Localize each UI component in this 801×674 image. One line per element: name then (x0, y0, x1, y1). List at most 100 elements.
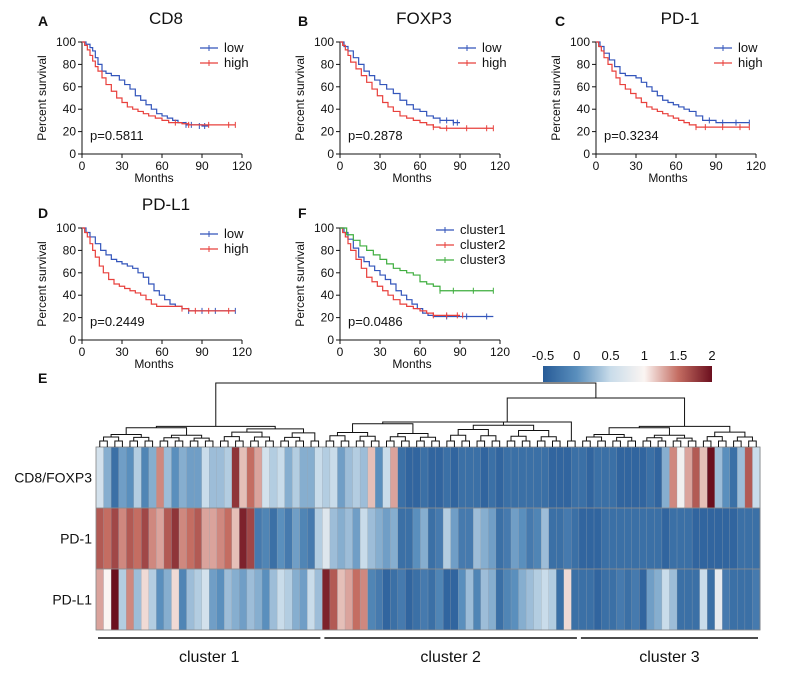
heatmap-cell (450, 568, 459, 631)
heatmap-row-label: PD-1 (60, 531, 92, 547)
dendrogram-link (389, 436, 406, 441)
y-tick-label: 0 (69, 333, 76, 347)
heatmap-cell (156, 507, 165, 570)
heatmap-cell (292, 507, 301, 570)
heatmap-cell (616, 446, 625, 509)
dendrogram-link (593, 433, 625, 438)
heatmap-cell (722, 507, 731, 570)
heatmap-cell (133, 446, 142, 509)
heatmap-cell (676, 568, 686, 631)
heatmap-cell (269, 446, 278, 509)
heatmap-cell (465, 507, 474, 570)
heatmap-cell (397, 568, 406, 631)
p-value-a: p=0.5811 (90, 128, 144, 143)
heatmap-cell (344, 568, 354, 631)
heatmap-cell (201, 507, 210, 570)
heatmap-cell (382, 507, 391, 570)
legend-label-high: high (224, 55, 249, 70)
heatmap-cell (699, 446, 708, 509)
heatmap-cell (284, 568, 293, 631)
heatmap-cell (412, 507, 422, 570)
heatmap-cell (722, 568, 731, 631)
x-tick-label: 0 (79, 159, 86, 173)
y-tick-label: 100 (314, 221, 334, 235)
survival-curve-d-low (82, 227, 236, 312)
km-plot-a: CD8 0 20 40 60 80 100 0 30 60 90 120 Months Percent s… (35, 9, 252, 185)
dendrogram-link (582, 440, 591, 447)
heatmap-cell (465, 568, 474, 631)
heatmap-cell (676, 446, 686, 509)
heatmap-cell (405, 446, 414, 509)
dendrogram-link (612, 440, 621, 447)
x-tick-label: 120 (232, 159, 252, 173)
heatmap-cell (216, 446, 225, 509)
cluster-label: cluster 2 (420, 649, 481, 666)
heatmap-cell (239, 446, 248, 509)
heatmap-cell (261, 568, 271, 631)
heatmap-cell (292, 568, 301, 631)
heatmap-cell (261, 446, 271, 509)
heatmap-cell (525, 507, 535, 570)
heatmap-cell (744, 568, 754, 631)
dendrogram-link (616, 436, 633, 441)
x-tick-label: 0 (593, 159, 600, 173)
heatmap-cell (691, 568, 701, 631)
dendrogram-link (521, 440, 531, 447)
heatmap-cell (676, 507, 686, 570)
km-plot-b: FOXP3 0 20 40 60 80 100 0 30 60 90 120 Months Percent… (293, 9, 510, 185)
legend-label-high: high (482, 55, 507, 70)
y-tick-label: 40 (321, 102, 335, 116)
y-axis-label-f: Percent survival (293, 241, 307, 326)
heatmap-cell (329, 446, 339, 509)
heatmap-cell (684, 446, 693, 509)
dendrogram-link (265, 440, 274, 447)
dendrogram-link (567, 440, 576, 447)
heatmap-cell (269, 568, 278, 631)
plot-title-a: CD8 (149, 9, 183, 28)
heatmap-cell (556, 507, 565, 570)
heatmap-cell (510, 507, 520, 570)
heatmap-cell (329, 507, 339, 570)
x-axis-label-d: Months (134, 357, 173, 371)
heatmap-cell (307, 568, 316, 631)
heatmap-cell (337, 446, 346, 509)
heatmap-cell (390, 568, 399, 631)
survival-curve-d-high (82, 227, 236, 312)
x-tick-label: 60 (413, 345, 427, 359)
colorbar-tick-label: -0.5 (532, 348, 554, 363)
heatmap-cell (110, 568, 120, 631)
y-axis-label-b: Percent survival (293, 55, 307, 140)
dendrogram-link (416, 440, 425, 447)
colorbar-tick-label: 0.5 (602, 348, 620, 363)
heatmap-cell (533, 568, 542, 631)
heatmap-cell (201, 446, 210, 509)
heatmap-cell (458, 507, 467, 570)
dendrogram-link (608, 427, 670, 436)
heatmap-cell (156, 568, 165, 631)
heatmap-cell (193, 446, 203, 509)
dendrogram-link (506, 440, 516, 447)
dendrogram-link (443, 421, 572, 441)
heatmap-cell (669, 446, 678, 509)
dendrogram-link (144, 440, 154, 447)
heatmap-cell (397, 507, 406, 570)
colorbar (543, 366, 712, 382)
colorbar-tick-label: 1.5 (669, 348, 687, 363)
heatmap-cell (171, 568, 180, 631)
heatmap-cell (224, 507, 233, 570)
heatmap-cell (608, 507, 618, 570)
heatmap-cell (480, 446, 489, 509)
heatmap-cell (344, 507, 354, 570)
heatmap-cell (729, 568, 738, 631)
heatmap-cell (133, 507, 142, 570)
heatmap-cell (541, 507, 550, 570)
heatmap-cell (209, 568, 218, 631)
y-tick-label: 100 (56, 221, 76, 235)
heatmap-cell (465, 446, 474, 509)
heatmap-cell (624, 507, 633, 570)
heatmap-cell (639, 507, 648, 570)
x-tick-label: 60 (155, 345, 169, 359)
heatmap-cell (246, 446, 256, 509)
heatmap-cell (533, 507, 542, 570)
heatmap-border (95, 446, 761, 631)
